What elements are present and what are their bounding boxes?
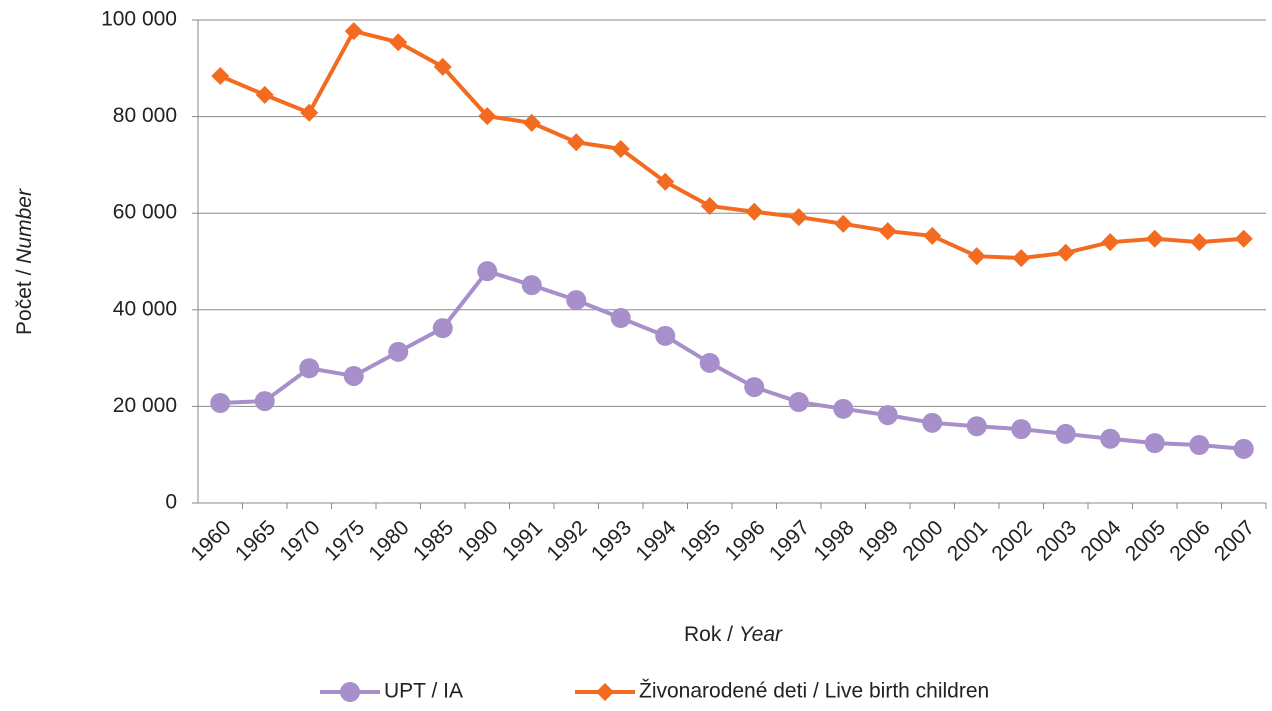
marker [745,202,764,221]
marker [478,107,497,126]
marker [432,318,453,339]
marker [1101,233,1120,252]
marker [834,214,853,233]
marker [210,393,231,414]
marker [1144,433,1165,454]
marker [699,352,720,373]
y-tick-label: 60 000 [113,201,177,224]
x-tick-label: 1996 [720,516,769,565]
marker [1234,229,1253,248]
marker [254,391,275,412]
x-tick-label: 1990 [453,516,502,565]
marker [388,341,409,362]
marker [300,103,319,122]
marker [566,290,587,311]
x-axis-label: Rok / Year [684,623,783,646]
x-tick-label: 2004 [1076,516,1126,566]
marker [477,261,498,282]
x-tick-label: 1995 [676,516,725,565]
marker [923,226,942,245]
marker [1190,233,1209,252]
legend-label: Živonarodené deti / Live birth children [639,680,989,703]
marker [744,377,765,398]
x-tick-label: 1998 [809,516,858,565]
marker [610,308,631,329]
marker [611,139,630,158]
x-tick-label: 1965 [231,516,280,565]
marker [522,113,541,132]
marker [1189,435,1210,456]
marker [878,222,897,241]
marker [340,682,360,702]
marker [967,247,986,266]
x-tick-label: 1999 [854,516,903,565]
marker [877,405,898,426]
marker [1233,438,1254,459]
marker [1100,428,1121,449]
y-tick-label: 20 000 [113,394,177,417]
marker [567,133,586,152]
marker [344,22,363,41]
x-tick-label: 1970 [275,516,324,565]
x-tick-label: 1992 [542,516,591,565]
marker [255,85,274,104]
x-tick-label: 2007 [1210,516,1259,565]
marker [833,398,854,419]
x-label-italic: Year [739,623,783,646]
marker [343,365,364,386]
x-tick-label: 2000 [898,516,947,565]
x-tick-label: 1960 [186,516,235,565]
x-tick-label: 2006 [1165,516,1214,565]
x-tick-label: 2003 [1032,516,1081,565]
series-line [220,268,1244,451]
x-tick-label: 2001 [943,516,992,565]
x-tick-label: 1985 [409,516,458,565]
x-tick-label: 1994 [631,516,681,566]
y-tick-label: 80 000 [113,104,177,127]
x-tick-label: 2005 [1121,516,1170,565]
marker [389,33,408,52]
marker [655,325,676,346]
marker [299,358,320,379]
marker [596,683,614,701]
x-label-main: Rok / [684,623,739,646]
marker [922,412,943,433]
y-tick-label: 40 000 [113,297,177,320]
marker [1056,243,1075,262]
marker [521,275,542,296]
y-axis-label: Počet / Number [13,188,36,335]
x-tick-label: 2002 [987,516,1036,565]
x-tick-label: 1993 [587,516,636,565]
marker [211,67,230,86]
marker [433,57,452,76]
marker [966,416,987,437]
y-tick-label: 0 [165,491,177,514]
series-line [219,28,1244,261]
y-label-main: Počet / [13,264,36,335]
marker [1012,249,1031,268]
x-tick-label: 1975 [320,516,369,565]
marker [789,208,808,227]
x-tick-label: 1991 [498,516,547,565]
marker [1055,423,1076,444]
legend-label: UPT / IA [384,680,463,703]
marker [656,172,675,191]
y-tick-label: 100 000 [101,8,177,31]
marker [788,392,809,413]
y-label-italic: Number [13,188,36,264]
x-tick-label: 1980 [364,516,413,565]
marker [1145,229,1164,248]
x-tick-label: 1997 [765,516,814,565]
marker [700,196,719,215]
marker [1011,419,1032,440]
